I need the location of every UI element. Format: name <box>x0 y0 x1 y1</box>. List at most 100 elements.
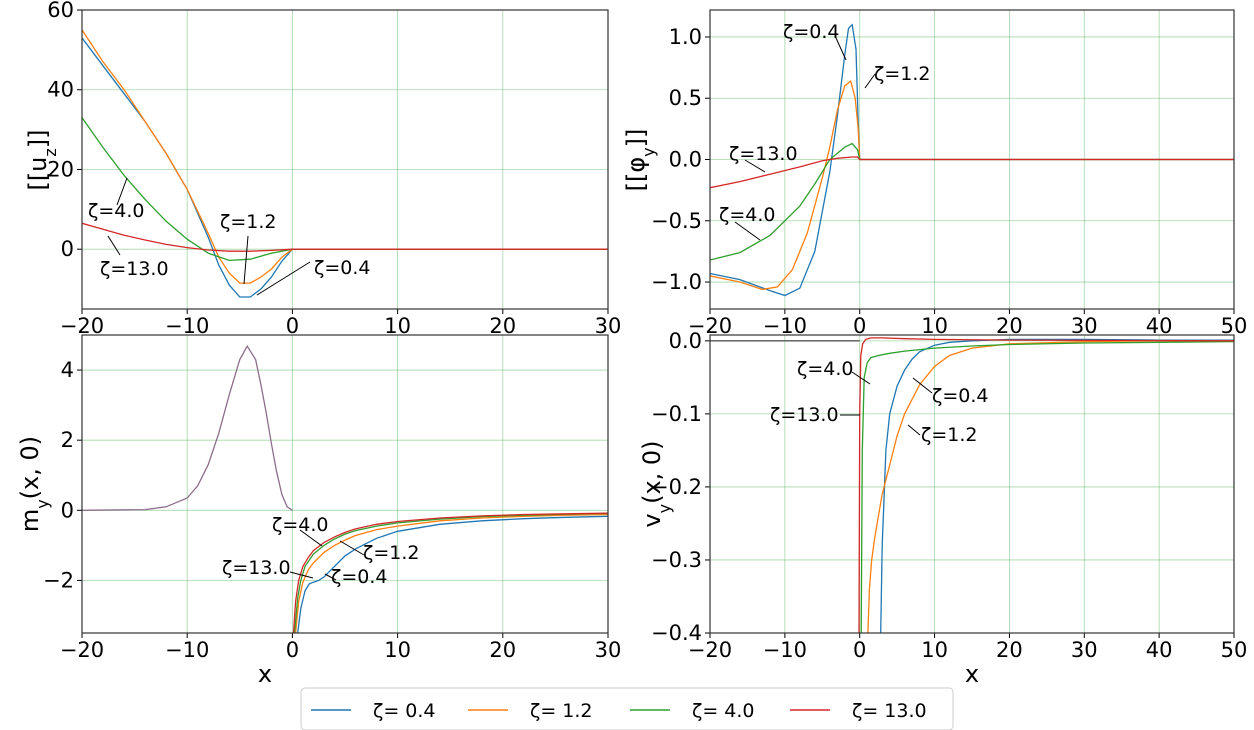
axes-frame <box>709 334 1235 634</box>
x-tick-label: 20 <box>489 638 516 662</box>
x-tick-label: 50 <box>1221 638 1248 662</box>
series-line-1 <box>82 344 293 511</box>
y-tick-label: −2 <box>43 568 74 592</box>
x-tick-label: 30 <box>595 638 622 662</box>
x-tick-label: 10 <box>384 638 411 662</box>
annotation-arrow <box>835 37 847 61</box>
series-line-3 <box>82 117 608 262</box>
y-tick-label: −0.4 <box>651 621 702 645</box>
x-tick-label: 20 <box>996 314 1023 338</box>
annotation-arrow <box>864 73 876 89</box>
annotation-label: ζ=0.4 <box>783 21 839 43</box>
annotation-arrow <box>289 571 314 579</box>
annotation-arrow <box>744 159 766 173</box>
y-tick-label: 0 <box>61 237 74 261</box>
x-tick-label: −20 <box>60 638 104 662</box>
x-tick-label: 30 <box>1071 314 1098 338</box>
x-tick-label: 40 <box>1146 314 1173 338</box>
annotation-label: ζ=4.0 <box>272 514 328 536</box>
annotation-arrow <box>256 261 311 296</box>
series-line-2 <box>710 79 1234 291</box>
annotation-arrow <box>907 424 921 436</box>
y-tick-label: 4 <box>61 358 74 382</box>
legend: ζ= 0.4 ζ= 1.2 ζ= 4.0 ζ= 13.0 <box>300 687 954 730</box>
y-tick-label: −0.2 <box>651 475 702 499</box>
annotation-arrow <box>243 235 249 285</box>
annotation-arrow <box>851 371 871 385</box>
x-tick-label: −10 <box>763 314 807 338</box>
x-tick-label: 20 <box>489 314 516 338</box>
x-tick-label: 10 <box>921 638 948 662</box>
axes-frame <box>81 9 609 310</box>
series-line-4 <box>860 340 1234 633</box>
annotation-arrow <box>912 377 933 394</box>
legend-label: ζ= 13.0 <box>852 700 927 722</box>
annotation-label: ζ=1.2 <box>220 211 276 233</box>
y-axis-label: my(x, 0) <box>16 436 52 532</box>
legend-label: ζ= 4.0 <box>692 700 755 722</box>
y-tick-label: 0.0 <box>669 148 702 172</box>
y-axis-label: [[φy]] <box>622 129 658 192</box>
annotation-label: ζ=13.0 <box>770 404 839 426</box>
annotation-label: ζ=4.0 <box>719 204 775 226</box>
subplot-2: −20 −10 0 10 20 30 40 50 −1.0 −0.5 0.0 0.5 1.0 ζ=0.4 ζ… <box>622 9 1247 338</box>
axes-frame <box>709 9 1235 310</box>
annotation-label: ζ=1.2 <box>363 542 419 564</box>
x-tick-label: 20 <box>996 638 1023 662</box>
y-tick-label: 0 <box>61 498 74 522</box>
series-line-2 <box>297 515 608 633</box>
x-tick-label: 30 <box>595 314 622 338</box>
y-tick-label: 20 <box>47 157 74 181</box>
annotation-arrow <box>324 573 337 581</box>
series-line-4 <box>82 222 608 252</box>
x-tick-label: 10 <box>384 314 411 338</box>
annotation-label: ζ=1.2 <box>921 424 977 446</box>
legend-label: ζ= 1.2 <box>530 700 593 722</box>
subplot-4: −20 −10 0 10 20 30 40 50 −0.4 −0.3 −0.2 −0.1 0.0 ζ=4.… <box>638 329 1247 688</box>
x-tick-label: −10 <box>763 638 807 662</box>
series-line-5 <box>858 337 1234 633</box>
y-tick-label: −0.5 <box>651 209 702 233</box>
annotation-label: ζ=13.0 <box>729 143 798 165</box>
x-tick-label: 0 <box>853 314 866 338</box>
x-tick-label: 40 <box>1146 638 1173 662</box>
x-tick-label: 0 <box>286 314 299 338</box>
x-tick-label: −20 <box>688 638 732 662</box>
annotation-label: ζ=0.4 <box>314 257 370 279</box>
legend-label: ζ= 0.4 <box>373 700 436 722</box>
y-tick-label: 0.0 <box>669 329 702 353</box>
annotation-label: ζ=4.0 <box>797 358 853 380</box>
x-tick-label: −20 <box>688 314 732 338</box>
annotation-label: ζ=13.0 <box>100 258 169 280</box>
annotation-arrow <box>734 221 761 241</box>
series-line-5 <box>292 512 608 633</box>
x-tick-label: −20 <box>60 314 104 338</box>
series-line-4 <box>710 156 1234 189</box>
x-axis-label: x <box>965 660 979 688</box>
y-tick-label: −1.0 <box>651 270 702 294</box>
annotation-arrow <box>339 540 365 556</box>
y-tick-label: −0.3 <box>651 548 702 572</box>
annotation-arrow <box>107 235 121 256</box>
y-tick-label: −0.1 <box>651 402 702 426</box>
x-tick-label: 10 <box>921 314 948 338</box>
series-line-4 <box>293 512 608 633</box>
x-axis-label: x <box>258 660 272 688</box>
y-axis-label: vy(x, 0) <box>638 440 674 527</box>
series-line-3 <box>867 340 1234 633</box>
y-tick-label: 0.5 <box>669 86 702 110</box>
series-line-2 <box>82 29 608 284</box>
y-axis-label: [[uz]] <box>24 129 60 190</box>
y-tick-label: 1.0 <box>669 25 702 49</box>
annotation-label: ζ=1.2 <box>874 63 930 85</box>
series-line-1 <box>710 23 1234 297</box>
annotation-arrow <box>116 177 128 206</box>
series-line-2 <box>880 338 1234 633</box>
annotation-label: ζ=0.4 <box>932 385 988 407</box>
y-tick-label: 2 <box>61 428 74 452</box>
x-tick-label: −10 <box>165 314 209 338</box>
y-tick-label: 60 <box>47 0 74 22</box>
x-tick-label: −10 <box>165 638 209 662</box>
